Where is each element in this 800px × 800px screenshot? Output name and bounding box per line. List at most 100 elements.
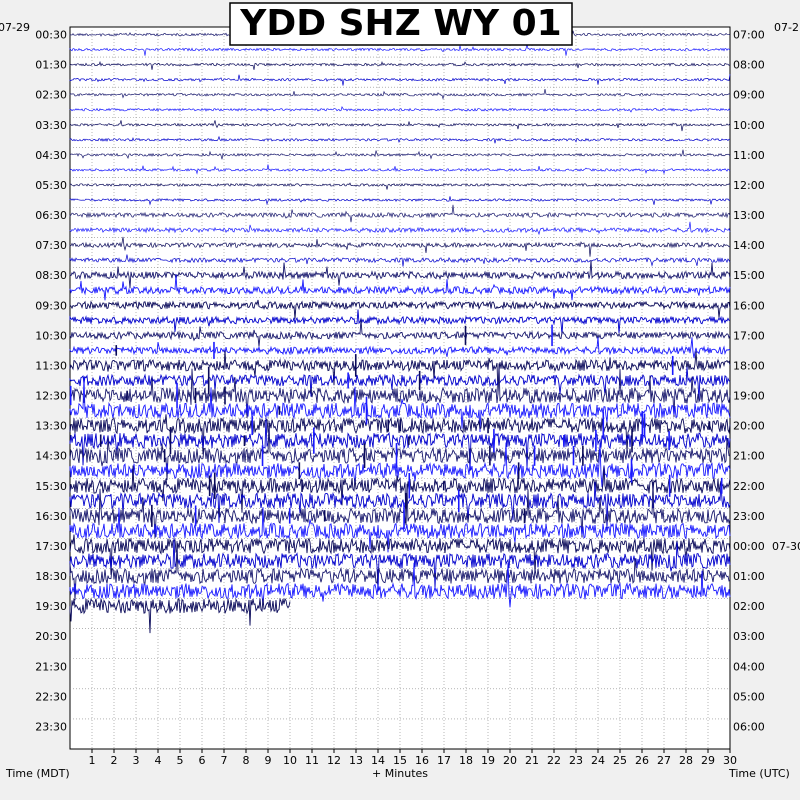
trace-line <box>69 274 731 301</box>
right-time-label: 10:00 <box>733 119 765 132</box>
trace-line <box>69 414 731 455</box>
x-tick-label: 29 <box>701 754 715 767</box>
trace-line <box>69 465 731 526</box>
x-tick-label: 4 <box>155 754 162 767</box>
x-axis-ticks: 1 2 3 4 5 6 7 8 9 10 11 12 13 14 15 16 17 18 19 20 21 22 23 24 2… <box>89 749 737 767</box>
x-tick-label: 11 <box>305 754 319 767</box>
x-tick-label: 12 <box>327 754 341 767</box>
right-time-label: 20:00 <box>733 420 765 433</box>
trace-line <box>69 60 731 70</box>
right-time-label: 13:00 <box>733 209 765 222</box>
x-tick-label: 30 <box>723 754 737 767</box>
x-tick-label: 16 <box>415 754 429 767</box>
x-tick-label: 17 <box>437 754 451 767</box>
left-date-label: 07-29 <box>0 21 30 34</box>
trace-line <box>69 597 291 634</box>
trace-line <box>69 482 731 529</box>
left-time-label: 03:30 <box>35 119 67 132</box>
x-tick-label: 3 <box>133 754 140 767</box>
right-time-label: 03:00 <box>733 630 765 643</box>
trace-line <box>69 182 731 190</box>
seismic-traces <box>69 29 731 634</box>
trace-line <box>69 363 731 418</box>
right-time-label: 04:00 <box>733 660 765 673</box>
left-time-label: 02:30 <box>35 89 67 102</box>
left-time-label: 17:30 <box>35 540 67 553</box>
x-tick-label: 8 <box>243 754 250 767</box>
right-time-label: 12:00 <box>733 179 765 192</box>
right-time-label: 14:00 <box>733 239 765 252</box>
trace-line <box>69 309 730 335</box>
trace-line <box>69 350 731 395</box>
left-time-label: 23:30 <box>35 720 67 733</box>
left-time-label: 05:30 <box>35 179 67 192</box>
x-tick-label: 20 <box>503 754 517 767</box>
x-tick-label: 2 <box>111 754 118 767</box>
left-time-label: 04:30 <box>35 149 67 162</box>
trace-line <box>69 149 731 160</box>
x-tick-label: 10 <box>283 754 297 767</box>
trace-line <box>69 236 731 257</box>
trace-line <box>69 221 731 236</box>
left-time-label: 16:30 <box>35 510 67 523</box>
right-time-label: 21:00 <box>733 450 765 463</box>
x-tick-label: 7 <box>221 754 228 767</box>
x-tick-label: 9 <box>265 754 272 767</box>
right-time-label: 15:00 <box>733 269 765 282</box>
right-time-label: 09:00 <box>733 89 765 102</box>
trace-line <box>69 337 731 359</box>
chart-title: YDD SHZ WY 01 <box>239 3 561 44</box>
trace-line <box>69 417 731 472</box>
trace-line <box>69 442 731 488</box>
right-axis-label: Time (UTC) <box>728 767 790 780</box>
x-tick-label: 13 <box>349 754 363 767</box>
right-time-label: 05:00 <box>733 690 765 703</box>
x-tick-label: 25 <box>613 754 627 767</box>
right-time-label: 00:00 <box>733 540 765 553</box>
left-time-label: 15:30 <box>35 480 67 493</box>
left-time-label: 06:30 <box>35 209 67 222</box>
x-tick-label: 23 <box>569 754 583 767</box>
x-tick-label: 21 <box>525 754 539 767</box>
trace-line <box>69 376 731 433</box>
right-time-label: 06:00 <box>733 720 765 733</box>
trace-line <box>69 420 731 481</box>
x-tick-label: 19 <box>481 754 495 767</box>
left-time-label: 21:30 <box>35 660 67 673</box>
trace-line <box>69 541 731 601</box>
left-time-label: 07:30 <box>35 239 67 252</box>
trace-line <box>69 562 731 608</box>
right-date-change-label: 07-30 <box>772 540 800 553</box>
left-time-label: 10:30 <box>35 329 67 342</box>
left-time-ticks: 00:30 01:30 02:30 03:30 04:30 05:30 06:30 07:30… <box>35 29 67 734</box>
right-time-label: 22:00 <box>733 480 765 493</box>
left-time-label: 00:30 <box>35 29 67 42</box>
x-tick-label: 6 <box>199 754 206 767</box>
left-time-label: 19:30 <box>35 600 67 613</box>
trace-line <box>69 44 731 56</box>
trace-line <box>69 74 731 86</box>
left-time-label: 08:30 <box>35 269 67 282</box>
trace-line <box>69 196 731 206</box>
left-time-label: 11:30 <box>35 359 67 372</box>
x-tick-label: 28 <box>679 754 693 767</box>
x-tick-label: 27 <box>657 754 671 767</box>
trace-line <box>69 319 731 347</box>
x-tick-label: 5 <box>177 754 184 767</box>
left-time-label: 01:30 <box>35 59 67 72</box>
title-box <box>229 2 573 46</box>
right-time-label: 02:00 <box>733 600 765 613</box>
right-time-label: 16:00 <box>733 299 765 312</box>
right-time-label: 19:00 <box>733 390 765 403</box>
trace-line <box>69 507 731 553</box>
trace-line <box>69 537 731 592</box>
x-tick-label: 26 <box>635 754 649 767</box>
trace-line <box>69 106 731 113</box>
trace-line <box>69 120 731 132</box>
x-tick-label: 22 <box>547 754 561 767</box>
trace-line <box>69 481 731 539</box>
x-tick-label: 18 <box>459 754 473 767</box>
x-tick-label: 15 <box>393 754 407 767</box>
